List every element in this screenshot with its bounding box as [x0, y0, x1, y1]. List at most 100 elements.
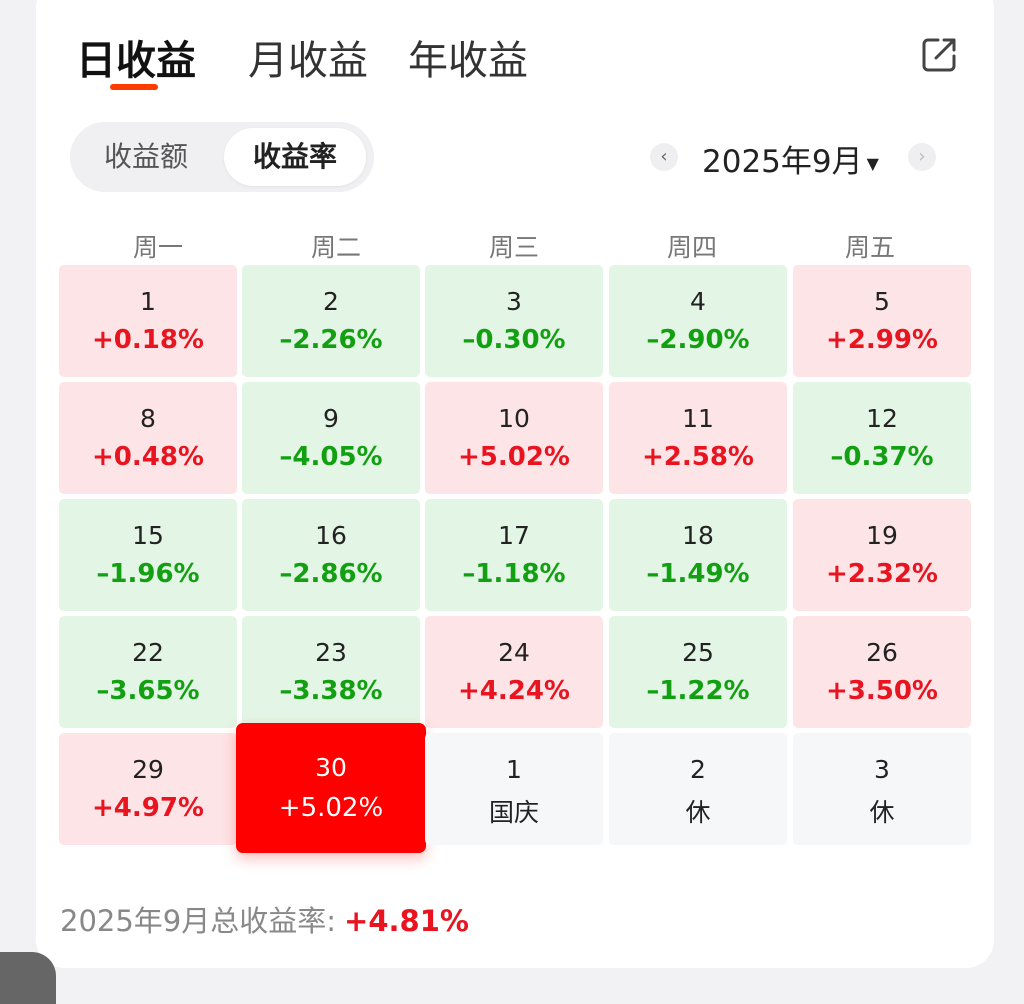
holiday-label: 休: [685, 798, 711, 827]
day-return: –2.90%: [646, 325, 750, 355]
day-return: –3.65%: [96, 676, 200, 706]
month-total: 2025年9月总收益率: +4.81%: [60, 898, 469, 940]
day-return: +0.48%: [92, 442, 204, 472]
chevron-left-icon: ‹: [660, 146, 668, 167]
weekday-tue: 周二: [310, 233, 361, 262]
day-cell[interactable]: 19 +2.32%: [793, 499, 971, 611]
day-number: 15: [132, 521, 164, 550]
day-number: 8: [140, 404, 156, 433]
day-return: –3.38%: [279, 676, 383, 706]
day-cell[interactable]: 1 +0.18%: [59, 265, 237, 377]
day-number: 2: [323, 287, 339, 316]
day-number: 2: [690, 755, 706, 784]
day-cell[interactable]: 4 –2.90%: [609, 265, 787, 377]
day-cell[interactable]: 11 +2.58%: [609, 382, 787, 494]
day-return: –1.96%: [96, 559, 200, 589]
day-cell[interactable]: 18 –1.49%: [609, 499, 787, 611]
day-cell[interactable]: 25 –1.22%: [609, 616, 787, 728]
day-cell[interactable]: 24 +4.24%: [425, 616, 603, 728]
metric-amount-option[interactable]: 收益额: [103, 140, 188, 173]
day-cell[interactable]: 12 –0.37%: [793, 382, 971, 494]
month-label: 2025年9月: [702, 144, 863, 180]
day-number: 24: [498, 638, 530, 667]
day-return: +0.18%: [92, 325, 204, 355]
caret-down-icon: ▼: [866, 154, 879, 173]
day-cell[interactable]: 17 –1.18%: [425, 499, 603, 611]
day-number: 26: [866, 638, 898, 667]
day-number: 5: [874, 287, 890, 316]
day-number: 3: [506, 287, 522, 316]
day-number: 29: [132, 755, 164, 784]
tab-daily[interactable]: 日收益: [76, 38, 196, 84]
day-cell: 1 国庆: [425, 733, 603, 845]
day-number: 19: [866, 521, 898, 550]
day-return: –4.05%: [279, 442, 383, 472]
day-cell[interactable]: 26 +3.50%: [793, 616, 971, 728]
weekday-mon: 周一: [132, 233, 183, 262]
day-cell[interactable]: 2 –2.26%: [242, 265, 420, 377]
tab-monthly[interactable]: 月收益: [248, 38, 368, 84]
day-cell[interactable]: 23 –3.38%: [242, 616, 420, 728]
holiday-label: 休: [869, 798, 895, 827]
weekday-fri: 周五: [844, 233, 895, 262]
month-picker[interactable]: 2025年9月 ▼: [702, 136, 879, 181]
share-icon[interactable]: [918, 32, 962, 76]
next-month-button[interactable]: ›: [908, 143, 936, 171]
holiday-label: 国庆: [488, 798, 539, 827]
day-cell[interactable]: 22 –3.65%: [59, 616, 237, 728]
day-return: –2.26%: [279, 325, 383, 355]
metric-rate-option[interactable]: 收益率: [224, 128, 366, 186]
day-number: 12: [866, 404, 898, 433]
card-content: 日收益 月收益 年收益 收益额 收益率 ‹ 2025年9月 ▼ › 周一 周二 周…: [36, 0, 994, 968]
day-return: +4.24%: [458, 676, 570, 706]
tab-yearly[interactable]: 年收益: [408, 38, 528, 84]
day-return: +2.58%: [642, 442, 754, 472]
day-number: 1: [506, 755, 522, 784]
day-return: –0.37%: [830, 442, 934, 472]
day-return: +2.32%: [826, 559, 938, 589]
day-number: 1: [140, 287, 156, 316]
day-return: +3.50%: [826, 676, 938, 706]
day-return: +5.02%: [278, 793, 384, 823]
weekday-wed: 周三: [488, 233, 539, 262]
day-return: +5.02%: [458, 442, 570, 472]
day-cell[interactable]: 9 –4.05%: [242, 382, 420, 494]
weekday-thu: 周四: [666, 233, 717, 262]
day-cell[interactable]: 5 +2.99%: [793, 265, 971, 377]
day-cell[interactable]: 8 +0.48%: [59, 382, 237, 494]
month-total-label: 2025年9月总收益率:: [60, 904, 337, 938]
day-cell[interactable]: 16 –2.86%: [242, 499, 420, 611]
day-return: –0.30%: [462, 325, 566, 355]
day-return: –1.49%: [646, 559, 750, 589]
chevron-right-icon: ›: [918, 146, 926, 167]
day-number: 11: [682, 404, 714, 433]
day-cell[interactable]: 15 –1.96%: [59, 499, 237, 611]
floating-handle[interactable]: [0, 952, 56, 1004]
day-cell[interactable]: 10 +5.02%: [425, 382, 603, 494]
day-number: 30: [315, 753, 347, 782]
day-cell[interactable]: 29 +4.97%: [59, 733, 237, 845]
day-cell-selected[interactable]: 30 +5.02%: [236, 723, 426, 853]
day-number: 22: [132, 638, 164, 667]
day-number: 16: [315, 521, 347, 550]
day-number: 23: [315, 638, 347, 667]
day-number: 4: [690, 287, 706, 316]
day-return: –2.86%: [279, 559, 383, 589]
day-return: +4.97%: [92, 793, 204, 823]
month-total-value: +4.81%: [344, 904, 469, 938]
day-number: 25: [682, 638, 714, 667]
day-return: –1.18%: [462, 559, 566, 589]
calendar-card: 日收益 月收益 年收益 收益额 收益率 ‹ 2025年9月 ▼ › 周一 周二 周…: [36, 0, 994, 968]
day-return: +2.99%: [826, 325, 938, 355]
day-number: 3: [874, 755, 890, 784]
day-return: –1.22%: [646, 676, 750, 706]
day-cell[interactable]: 3 –0.30%: [425, 265, 603, 377]
day-number: 18: [682, 521, 714, 550]
day-number: 10: [498, 404, 530, 433]
active-tab-indicator: [110, 84, 158, 90]
prev-month-button[interactable]: ‹: [650, 143, 678, 171]
day-number: 9: [323, 404, 339, 433]
metric-toggle: 收益额 收益率: [70, 122, 374, 192]
